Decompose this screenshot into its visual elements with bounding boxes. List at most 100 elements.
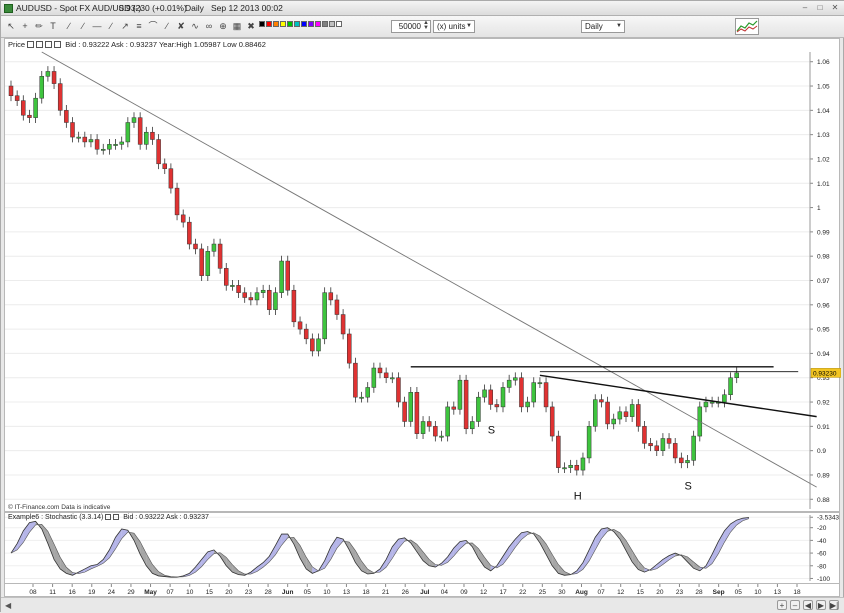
trendline-icon[interactable]: ∕: [68, 21, 70, 31]
fib-icon[interactable]: ≡: [136, 21, 142, 31]
close-icon[interactable]: ✕: [831, 3, 839, 12]
color-swatch[interactable]: [287, 21, 293, 27]
candle-up: [322, 292, 327, 340]
candle-down: [8, 85, 14, 97]
crosshair-icon[interactable]: +: [22, 21, 28, 31]
hline-icon[interactable]: —: [92, 21, 102, 31]
period-select[interactable]: Daily ▼: [581, 20, 625, 33]
candle-up: [685, 460, 690, 464]
y-tick-label: 1.05: [817, 84, 830, 91]
stochastic-band: [47, 531, 55, 560]
y-tick-label: 0.99: [817, 229, 830, 236]
channel-icon[interactable]: ∕: [110, 21, 112, 31]
candle-up: [76, 136, 81, 139]
time-axis-labels: 08 11 16 19 24 29 May 07 10 15 20 23 28 Jun 05 10 13 18 21…: [29, 584, 801, 596]
wave-icon[interactable]: ∿: [191, 21, 199, 31]
color-swatch[interactable]: [315, 21, 321, 27]
close-panel-icon[interactable]: [113, 514, 120, 520]
y-tick-label: 1: [817, 205, 821, 212]
x-tick-label: 18: [362, 589, 370, 596]
eraser-icon[interactable]: ✘: [177, 21, 185, 31]
back-icon[interactable]: ◀: [803, 600, 813, 610]
maximize-icon[interactable]: □: [817, 3, 823, 12]
stochastic-info: Bid : 0.93222 Ask : 0.93237: [123, 514, 209, 521]
scroll-left-icon[interactable]: ◀: [5, 601, 12, 610]
settings-icon[interactable]: [36, 41, 44, 48]
candle-up: [629, 404, 635, 417]
x-tick-label: 20: [225, 589, 233, 596]
ray-icon[interactable]: ↗: [121, 21, 129, 31]
candle-down: [396, 377, 401, 403]
candle-up: [691, 435, 696, 461]
print-icon[interactable]: [45, 41, 53, 48]
x-tick-label: 11: [49, 589, 56, 596]
candle-up: [586, 426, 592, 459]
window-icon[interactable]: [27, 41, 35, 48]
candle-down: [180, 214, 186, 223]
candle-up: [119, 141, 124, 145]
zoom-icon[interactable]: ⊕: [219, 21, 227, 31]
magnet-icon[interactable]: ∕: [166, 21, 168, 31]
candle-up: [230, 285, 235, 287]
pattern-label: S: [685, 481, 692, 493]
stochastic-band: [656, 559, 663, 569]
units-select[interactable]: (x) units ▼: [433, 20, 475, 33]
color-swatch[interactable]: [308, 21, 314, 27]
stochastic-chart[interactable]: -3.5343 -20 -40 -60 -80 -100: [5, 513, 841, 585]
candle-up: [703, 401, 709, 408]
color-swatch[interactable]: [322, 21, 328, 27]
x-tick-label: 13: [774, 589, 782, 596]
candle-down: [414, 392, 420, 434]
spinner-icon[interactable]: ▲ ▼: [423, 20, 429, 31]
x-tick-label: 26: [402, 589, 410, 596]
close-panel-icon[interactable]: [54, 41, 62, 48]
stochastic-panel[interactable]: -3.5343 -20 -40 -60 -80 -100 Example6 : Stoch…: [4, 512, 840, 584]
ruler-icon[interactable]: ✏: [35, 21, 43, 31]
color-swatch[interactable]: [336, 21, 342, 27]
arc-icon[interactable]: ⌒: [148, 21, 158, 31]
color-swatch[interactable]: [301, 21, 307, 27]
quantity-input[interactable]: 50000 ▲ ▼: [391, 20, 431, 33]
candle-down: [303, 328, 309, 340]
price-chart[interactable]: 0.88 0.89 0.9 0.91 0.92 0.93 0.94 0.95 0.96 0.97 0…: [5, 39, 841, 513]
minimize-icon[interactable]: –: [802, 3, 808, 12]
candle-up: [476, 396, 481, 422]
candle-down: [242, 292, 247, 298]
text-tool-icon[interactable]: T: [50, 21, 56, 31]
price-panel[interactable]: 0.88 0.89 0.9 0.91 0.92 0.93 0.94 0.95 0.96 0.97 0…: [4, 38, 841, 513]
stochastic-band: [41, 524, 48, 544]
candle-up: [144, 131, 149, 145]
color-swatch[interactable]: [329, 21, 335, 27]
color-swatch[interactable]: [266, 21, 272, 27]
candle-up: [457, 379, 463, 410]
color-swatch[interactable]: [294, 21, 300, 27]
candle-down: [377, 367, 383, 374]
forward-icon[interactable]: ▶: [816, 600, 826, 610]
x-tick-label: 24: [108, 589, 116, 596]
stochastic-band: [109, 537, 116, 558]
candle-down: [70, 122, 75, 138]
delete-icon[interactable]: ✖: [247, 21, 255, 31]
stochastic-band: [392, 539, 399, 559]
gann-icon[interactable]: ∞: [205, 21, 213, 31]
candle-down: [27, 114, 32, 118]
color-swatch[interactable]: [259, 21, 265, 27]
chart-type-button[interactable]: [735, 18, 759, 35]
settings-icon[interactable]: [105, 514, 112, 520]
end-icon[interactable]: ▶|: [829, 600, 839, 610]
grid-icon[interactable]: ▦: [232, 21, 242, 31]
candle-up: [131, 117, 137, 123]
candle-up: [500, 387, 506, 408]
zoom-in-icon[interactable]: +: [777, 600, 787, 610]
candle-down: [549, 406, 555, 437]
color-swatch[interactable]: [280, 21, 286, 27]
color-swatch[interactable]: [273, 21, 279, 27]
cursor-icon[interactable]: ↖: [7, 21, 15, 31]
x-tick-label: 09: [460, 589, 468, 596]
x-tick-label: 30: [558, 589, 566, 596]
candle-down: [672, 443, 678, 459]
zoom-out-icon[interactable]: –: [790, 600, 800, 610]
candle-down: [156, 139, 161, 165]
line-tool-icon[interactable]: ∕: [82, 21, 84, 31]
y-tick-label: -20: [817, 525, 827, 532]
